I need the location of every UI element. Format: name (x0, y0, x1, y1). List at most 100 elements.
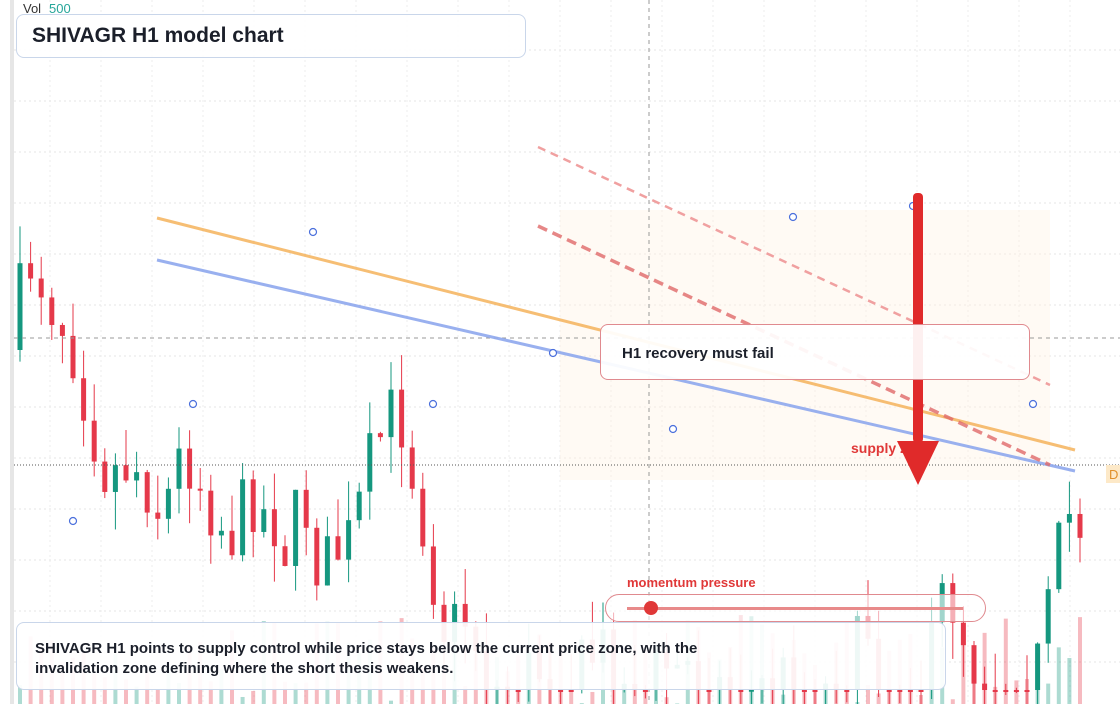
caption-text: SHIVAGR H1 points to supply control whil… (35, 640, 698, 677)
candle-body (314, 527, 320, 586)
candle-body (1013, 690, 1019, 692)
candle-body (346, 520, 352, 560)
candle-body (303, 489, 309, 528)
candle-body (208, 490, 214, 536)
candle-body (356, 491, 362, 521)
candle-body (123, 465, 129, 481)
candle-body (409, 447, 415, 489)
caption-box: SHIVAGR H1 points to supply control whil… (16, 622, 946, 690)
title-box: SHIVAGR H1 model chart (16, 14, 526, 58)
candle-body (738, 690, 744, 692)
candle-body (420, 488, 426, 547)
candle-body (112, 465, 118, 492)
candle-body (134, 472, 140, 481)
candle-body (568, 690, 574, 692)
title: SHIVAGR H1 model chart (32, 24, 284, 47)
candle-body (897, 690, 903, 692)
volume-bar (961, 644, 966, 704)
volume-bar (1003, 618, 1008, 704)
candle-body (38, 278, 44, 298)
volume-bar (664, 697, 669, 704)
candle-body (197, 488, 203, 491)
candle-body (240, 479, 246, 556)
channel-upper (537, 145, 1051, 387)
volume-bar (102, 677, 107, 704)
candle-body (960, 622, 966, 646)
candle-body (462, 603, 468, 627)
markers (68, 201, 1038, 526)
candle-body (1003, 690, 1009, 692)
volume-bar (1056, 647, 1061, 704)
momentum-knob (644, 601, 658, 615)
candle-body (388, 389, 394, 438)
volume-bar (463, 686, 468, 704)
candle-body (91, 420, 97, 462)
volume-bar (283, 681, 287, 704)
candle-body (293, 489, 299, 566)
volume-bar (389, 700, 393, 704)
volume-bar (1067, 658, 1072, 704)
candle-body (282, 546, 288, 566)
candle-body (642, 690, 648, 692)
candle-body (377, 433, 383, 438)
arrow-head (897, 441, 939, 485)
candle-body (844, 690, 850, 692)
signal-marker (1028, 399, 1038, 409)
price-tag-bg (1106, 465, 1120, 483)
candle-body (324, 536, 330, 586)
volume-bar (293, 683, 298, 704)
momentum-box (605, 594, 986, 622)
candle-body (271, 509, 277, 547)
volume-bar (1035, 653, 1040, 704)
candle-body (335, 536, 341, 560)
left-edge (10, 0, 14, 704)
candle-body (49, 297, 55, 325)
volume-bar (855, 702, 860, 704)
volume-bar (866, 684, 870, 704)
candle-body (971, 645, 977, 684)
volume-bar (251, 691, 256, 704)
candle-body (907, 690, 913, 692)
candle-body (982, 683, 988, 690)
volume-bar (1025, 679, 1029, 704)
callout-box: H1 recovery must fail (600, 324, 1030, 380)
arrow-shaft (913, 193, 923, 443)
volume-bar (304, 682, 309, 704)
volume-bar (950, 699, 955, 704)
candle-body (1066, 513, 1072, 523)
callout-text: H1 recovery must fail (622, 345, 774, 362)
vol-label: Vol (23, 1, 41, 16)
candle-body (229, 530, 235, 556)
volume-bar (134, 686, 139, 704)
candle-body (1035, 643, 1041, 690)
candle-body (1077, 513, 1083, 538)
volume-bar (972, 658, 976, 704)
candle-body (367, 433, 373, 492)
candle-body (558, 690, 564, 692)
candle-body (144, 472, 150, 513)
volume-bar (526, 682, 531, 704)
signal-marker (428, 399, 438, 409)
volume-bar (208, 681, 213, 704)
candle-body (801, 690, 807, 692)
candle-body (399, 389, 405, 448)
volume-bar (484, 687, 489, 704)
candle-body (187, 448, 193, 489)
candle-body (1056, 522, 1062, 590)
candle-body (17, 263, 23, 350)
candle-body (748, 689, 754, 692)
signal-marker (788, 212, 798, 222)
volume-bar (1078, 617, 1082, 704)
candle-body (81, 378, 87, 421)
candle-body (102, 461, 108, 492)
volume-bar (781, 694, 786, 704)
volume-bar (240, 696, 245, 704)
signal-marker (548, 348, 558, 358)
candle-body (430, 546, 436, 605)
volume-bar (18, 685, 22, 704)
signal-marker (68, 516, 78, 526)
volume-bar (919, 694, 923, 704)
volume-bar (993, 686, 998, 704)
volume-bar (155, 689, 160, 704)
